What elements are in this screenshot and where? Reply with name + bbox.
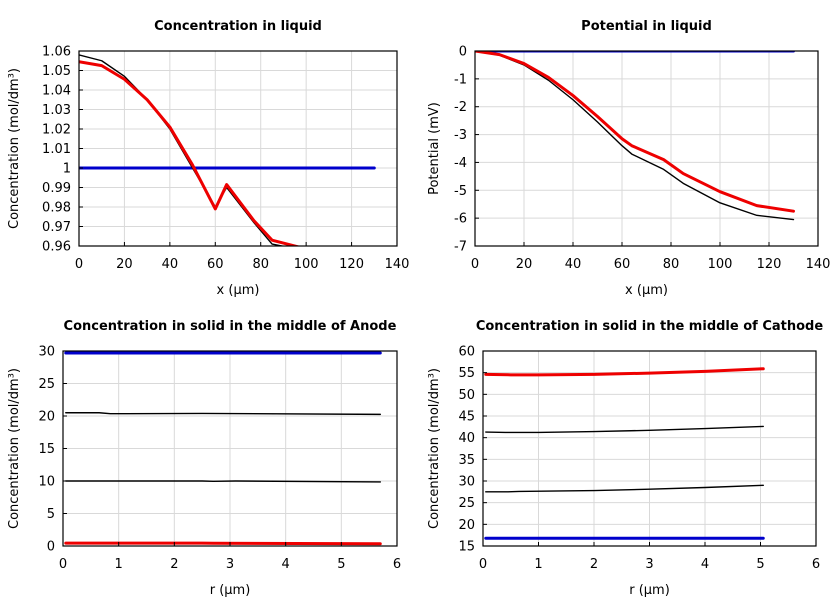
y-tick-label: 10 [38,475,55,490]
x-tick-label: 60 [614,257,631,272]
x-tick-label: 0 [479,557,487,572]
series-line-3 [65,480,381,483]
series-line-4 [64,541,382,546]
y-tick-label: -4 [454,156,467,171]
y-tick-label: 30 [458,475,475,490]
x-tick-label: 80 [252,257,269,272]
x-tick-label: 6 [812,557,820,572]
y-tick-label: 20 [38,410,55,425]
x-tick-label: 80 [663,257,680,272]
y-tick-label: 0 [459,45,467,60]
y-tick-label: 0.96 [42,240,71,255]
x-tick-label: 20 [516,257,533,272]
x-tick-label: 60 [207,257,224,272]
x-tick-label: 5 [337,557,345,572]
y-tick-label: 30 [38,345,55,360]
chart-panel-3: 0 1 2 3 4 5 6 0 5 10 15 20 25 30 Concentration in soli… [7,319,401,598]
x-tick-label: 2 [590,557,598,572]
y-tick-label: 5 [47,507,55,522]
y-tick-label: 1.05 [42,64,71,79]
y-tick-label: 60 [458,345,475,360]
y-tick-label: 0.98 [42,201,71,216]
y-tick-label: 35 [458,453,475,468]
x-tick-label: 1 [534,557,542,572]
series-line-3 [485,484,764,493]
y-tick-label: 25 [458,496,475,511]
y-tick-label: 55 [458,366,475,381]
y-tick-label: 15 [38,442,55,457]
y-tick-label: 45 [458,410,475,425]
y-tick-label: -2 [454,100,467,115]
x-tick-label: 5 [756,557,764,572]
x-axis-label: r (µm) [210,583,251,598]
series-line-3 [475,51,795,213]
x-tick-label: 40 [565,257,582,272]
chart-panel-2: 0 20 40 60 80 100 120 140 -7 -6 -5 -4 -3 -2 -1 0 Potenti… [427,19,830,298]
chart-panel-1: 0 20 40 60 80 100 120 140 0.96 0.97 0.98 0.99 1 1.01 1… [7,19,409,298]
x-tick-label: 140 [385,257,410,272]
x-tick-label: 0 [59,557,67,572]
y-tick-label: -1 [454,72,467,87]
x-tick-label: 3 [645,557,653,572]
x-tick-label: 3 [226,557,234,572]
x-tick-label: 140 [806,257,831,272]
series-line-2 [485,425,764,434]
plot-frame [474,50,819,247]
y-tick-label: 1 [63,162,71,177]
chart-title: Potential in liquid [581,19,712,34]
x-axis-label: x (µm) [625,283,668,298]
x-axis-label: r (µm) [629,583,670,598]
y-tick-label: 1.04 [42,84,71,99]
y-axis-label: Concentration (mol/dm³) [7,368,22,529]
x-tick-label: 2 [170,557,178,572]
series-line-4 [484,367,765,377]
y-tick-label: 40 [458,431,475,446]
y-tick-label: -7 [454,240,467,255]
y-tick-label: 1.03 [42,103,71,118]
x-tick-label: 4 [282,557,290,572]
y-tick-label: 0 [47,540,55,555]
y-tick-label: 0.97 [42,220,71,235]
x-tick-label: 6 [393,557,401,572]
y-tick-label: 1.02 [42,123,71,138]
x-tick-label: 100 [708,257,733,272]
y-tick-label: 1.01 [42,142,71,157]
x-tick-label: 100 [294,257,319,272]
chart-title: Concentration in solid in the middle of … [476,319,824,334]
y-axis-label: Concentration (mol/dm³) [7,68,22,229]
x-tick-label: 0 [75,257,83,272]
x-tick-label: 120 [757,257,782,272]
series-line-2 [475,51,795,221]
x-tick-label: 0 [471,257,479,272]
x-tick-label: 20 [116,257,133,272]
y-tick-label: -6 [454,212,467,227]
y-tick-label: 50 [458,388,475,403]
chart-panel-4: 0 1 2 3 4 5 615202530354045505560Concentration… [427,319,823,598]
y-tick-label: 25 [38,377,55,392]
y-tick-label: 20 [458,518,475,533]
x-axis-label: x (µm) [217,283,260,298]
y-axis-label: Potential (mV) [427,102,442,195]
y-tick-label: 0.99 [42,181,71,196]
x-tick-label: 4 [701,557,709,572]
y-tick-label: -5 [454,184,467,199]
chart-title: Concentration in liquid [154,19,322,34]
x-tick-label: 120 [339,257,364,272]
y-tick-label: 1.06 [42,45,71,60]
chart-title: Concentration in solid in the middle of … [64,319,397,334]
series-line-2 [65,412,381,416]
x-tick-label: 40 [162,257,179,272]
y-tick-label: 15 [458,540,475,555]
y-tick-label: -3 [454,128,467,143]
x-tick-label: 1 [115,557,123,572]
series-line-3 [79,60,301,246]
y-axis-label: Concentration (mol/dm³) [427,368,442,529]
